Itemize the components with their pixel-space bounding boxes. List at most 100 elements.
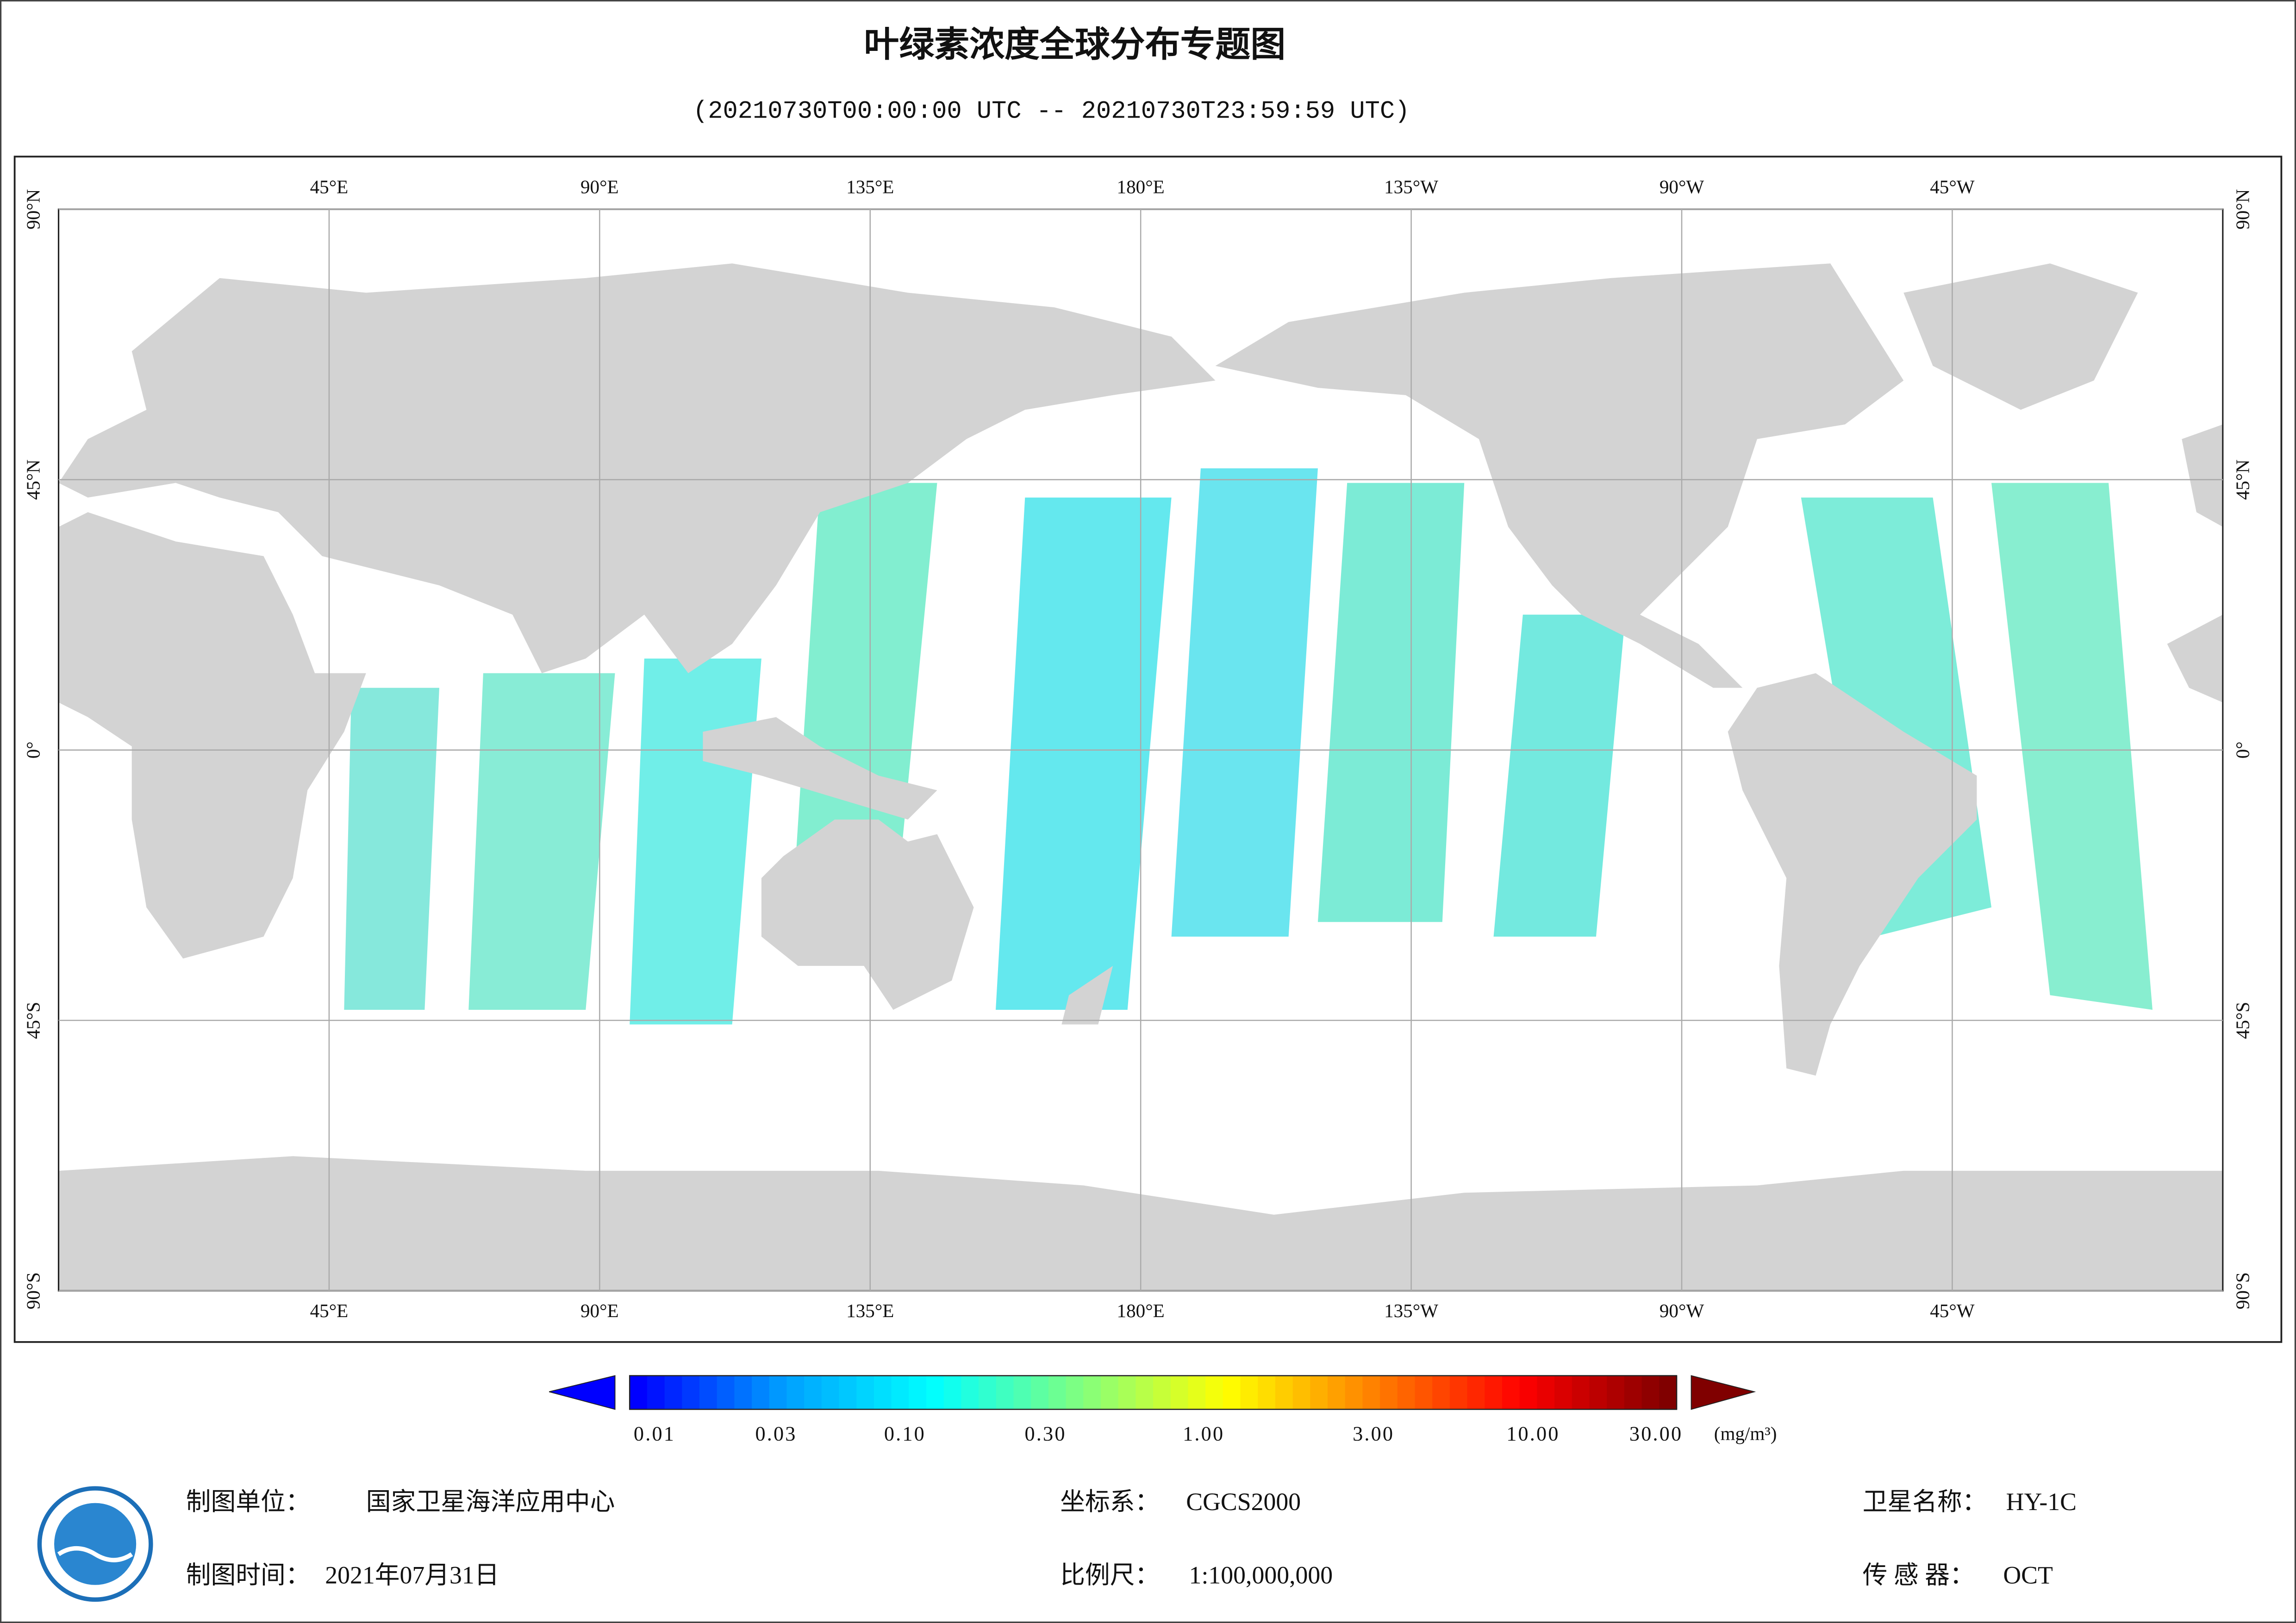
swath xyxy=(468,673,615,1010)
colorbar-cell xyxy=(1537,1375,1555,1410)
colorbar-cell xyxy=(1415,1375,1433,1410)
swath xyxy=(1493,615,1626,937)
colorbar-cell xyxy=(1275,1375,1293,1410)
lat-label: 45°S xyxy=(22,1002,44,1039)
colorbar-cell xyxy=(1031,1375,1049,1410)
lon-label: 180°E xyxy=(1117,176,1165,197)
lat-label: 90°N xyxy=(2232,189,2253,230)
colorbar-cell xyxy=(647,1375,665,1410)
lat-label: 45°N xyxy=(2232,460,2253,500)
colorbar-cell xyxy=(1310,1375,1329,1410)
lat-label: 45°S xyxy=(2232,1002,2253,1039)
colorbar-cell xyxy=(1624,1375,1642,1410)
lon-label: 90°W xyxy=(1660,1300,1704,1321)
lat-label: 0° xyxy=(2232,741,2253,759)
footer-value: OCT xyxy=(2003,1561,2053,1589)
map-frame xyxy=(13,155,2283,1343)
colorbar-tick-label: 3.00 xyxy=(1353,1422,1394,1445)
title: 叶绿素浓度全球分布专题图 xyxy=(864,25,1285,64)
lat-label: 90°S xyxy=(22,1272,44,1309)
colorbar-tick-label: 0.10 xyxy=(884,1422,926,1445)
colorbar-cell xyxy=(1205,1375,1224,1410)
colorbar-high-arrow xyxy=(1691,1375,1756,1410)
swath xyxy=(344,688,439,1010)
colorbar-cell xyxy=(1502,1375,1520,1410)
logo xyxy=(37,1486,153,1602)
lon-label: 90°E xyxy=(580,1300,619,1321)
colorbar-cell xyxy=(769,1375,787,1410)
footer-label: 制图单位： xyxy=(186,1488,311,1516)
colorbar-cell xyxy=(1554,1375,1573,1410)
colorbar-cell xyxy=(1013,1375,1032,1410)
footer-value: HY-1C xyxy=(2006,1488,2077,1516)
lat-label: 90°S xyxy=(2232,1272,2253,1309)
colorbar-cell xyxy=(1345,1375,1363,1410)
footer-label: 比例尺： xyxy=(1060,1561,1160,1589)
colorbar-cell xyxy=(1118,1375,1136,1410)
lon-label: 45°E xyxy=(310,176,349,197)
colorbar-cell xyxy=(1223,1375,1241,1410)
colorbar-cell xyxy=(1153,1375,1172,1410)
swath xyxy=(1171,468,1318,937)
footer-label: 传 感 器： xyxy=(1863,1561,1975,1589)
south-america xyxy=(1728,673,1977,1076)
australia xyxy=(761,819,974,1010)
africa xyxy=(58,512,366,959)
swath xyxy=(1991,483,2152,1010)
colorbar-tick-label: 30.00 xyxy=(1629,1422,1683,1445)
lon-label: 90°E xyxy=(580,176,619,197)
colorbar-cell xyxy=(839,1375,857,1410)
lon-label: 135°W xyxy=(1384,176,1438,197)
colorbar-cell xyxy=(699,1375,718,1410)
colorbar-cell xyxy=(1432,1375,1451,1410)
colorbar-cell xyxy=(1589,1375,1608,1410)
colorbar-cell xyxy=(752,1375,770,1410)
colorbar-cell xyxy=(943,1375,962,1410)
lon-label: 135°E xyxy=(846,1300,894,1321)
europe-west xyxy=(2182,424,2223,527)
footer-value: CGCS2000 xyxy=(1186,1488,1301,1516)
lat-label: 45°N xyxy=(22,460,44,500)
colorbar-tick-label: 0.01 xyxy=(634,1422,675,1445)
lon-label: 180°E xyxy=(1117,1300,1165,1321)
colorbar-low-arrow xyxy=(549,1375,616,1410)
colorbar-cell xyxy=(1048,1375,1067,1410)
maritime-asia xyxy=(703,717,937,820)
colorbar: 0.01 0.03 0.10 0.30 1.00 3.00 10.00 30.00 (mg/m³… xyxy=(549,1375,1777,1445)
colorbar-cell xyxy=(1572,1375,1590,1410)
colorbar-tick-label: 10.00 xyxy=(1506,1422,1560,1445)
colorbar-cell xyxy=(821,1375,840,1410)
lat-label: 0° xyxy=(22,741,44,759)
subtitle: (20210730T00:00:00 UTC -- 20210730T23:59… xyxy=(693,98,1410,126)
colorbar-cell xyxy=(1258,1375,1276,1410)
footer-label: 坐标系： xyxy=(1060,1488,1160,1516)
colorbar-cell xyxy=(1066,1375,1084,1410)
colorbar-border xyxy=(629,1375,1678,1410)
colorbar-cell xyxy=(1328,1375,1346,1410)
logo-wave xyxy=(57,1546,133,1562)
colorbar-cell xyxy=(786,1375,805,1410)
logo-globe xyxy=(54,1503,137,1585)
footer-value: 国家卫星海洋应用中心 xyxy=(366,1488,615,1516)
colorbar-cell xyxy=(804,1375,823,1410)
colorbar-cell xyxy=(856,1375,875,1410)
eurasia xyxy=(58,263,1216,673)
footer-label: 卫星名称： xyxy=(1863,1488,1987,1516)
new-zealand xyxy=(1061,966,1113,1025)
colorbar-cell xyxy=(1641,1375,1660,1410)
colorbar-cell xyxy=(1449,1375,1468,1410)
colorbar-cell xyxy=(1136,1375,1154,1410)
colorbar-cell xyxy=(664,1375,683,1410)
colorbar-cell xyxy=(1380,1375,1398,1410)
lon-label: 45°W xyxy=(1930,1300,1975,1321)
swath xyxy=(996,497,1172,1010)
colorbar-cell xyxy=(979,1375,997,1410)
colorbar-cell xyxy=(630,1375,648,1410)
colorbar-cell xyxy=(909,1375,927,1410)
lon-label: 135°W xyxy=(1384,1300,1438,1321)
colorbar-tick-label: 0.30 xyxy=(1025,1422,1067,1445)
colorbar-cell xyxy=(1397,1375,1416,1410)
colorbar-cell xyxy=(1188,1375,1206,1410)
